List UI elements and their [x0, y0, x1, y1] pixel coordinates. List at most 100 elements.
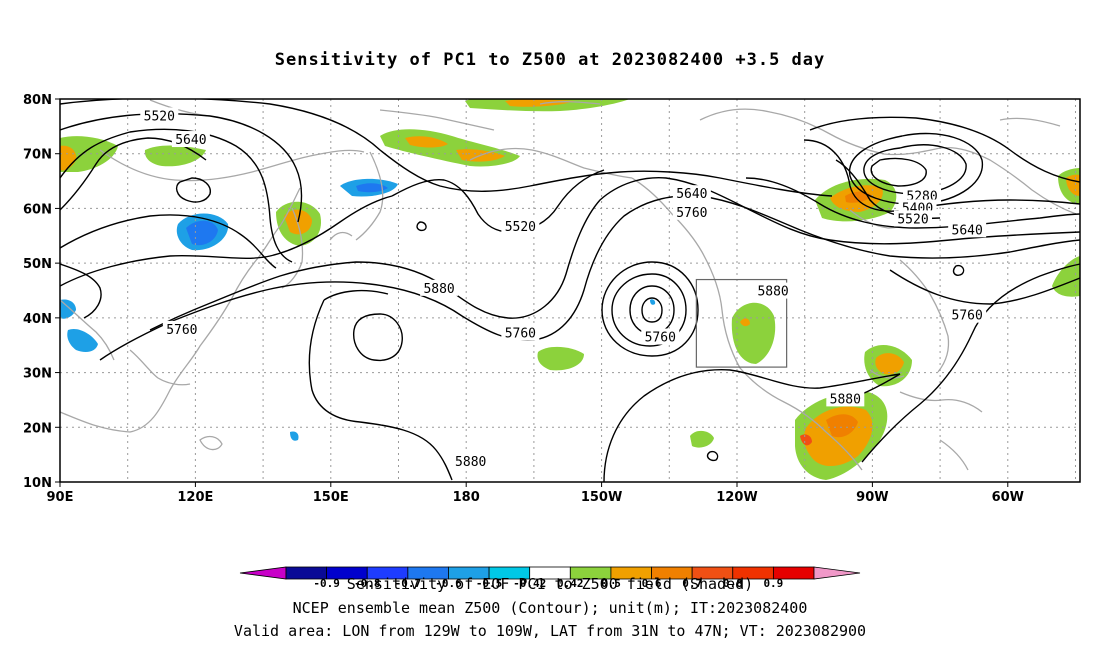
- svg-text:5640: 5640: [175, 133, 206, 148]
- contour-line: [60, 128, 293, 263]
- lon-label: 120W: [716, 490, 757, 505]
- footer-line-1: Sensitivity of EOF PC1 to Z500 field (Sh…: [346, 575, 754, 593]
- shade-patch: [290, 431, 299, 441]
- z500-contours: [60, 99, 1080, 482]
- contour-line: [601, 261, 699, 357]
- shade-patch: [505, 99, 575, 107]
- lon-label: 120E: [177, 490, 213, 505]
- shade-patch: [186, 220, 218, 246]
- svg-text:5880: 5880: [757, 285, 788, 300]
- colorbar-label: 0.42: [557, 577, 584, 590]
- sensitivity-shading: [60, 99, 1080, 480]
- contour-line: [861, 263, 1080, 463]
- svg-text:5880: 5880: [423, 282, 454, 297]
- contour-line: [353, 313, 403, 362]
- contour-label: 5760: [501, 324, 540, 342]
- contour-label: 5760: [672, 203, 711, 221]
- shade-patch: [690, 430, 714, 448]
- lon-label: 90E: [47, 490, 74, 505]
- contour-line: [60, 113, 303, 223]
- colorbar-label: -0.42: [513, 577, 546, 590]
- shade-patch: [60, 136, 118, 172]
- contour-line: [60, 263, 102, 319]
- shade-patch: [731, 302, 776, 364]
- lat-label: 80N: [23, 93, 52, 108]
- contour-line: [706, 450, 719, 462]
- svg-text:5640: 5640: [952, 223, 983, 238]
- contour-line: [323, 289, 389, 301]
- contour-line: [745, 177, 1080, 229]
- colorbar-label: 0.5: [601, 577, 621, 590]
- colorbar-label: 0.7: [682, 577, 702, 590]
- contour-line: [60, 195, 393, 287]
- contour-line: [391, 169, 605, 233]
- lon-label: 150E: [313, 490, 349, 505]
- shade-patch: [67, 328, 98, 352]
- coastlines: [60, 99, 1077, 471]
- contour-label: 5880: [451, 452, 490, 470]
- shade-patch: [144, 145, 206, 167]
- svg-text:5760: 5760: [505, 327, 536, 342]
- footer-line-2: NCEP ensemble mean Z500 (Contour); unit(…: [292, 599, 808, 617]
- colorbar-label: 0.9: [763, 577, 783, 590]
- svg-text:5760: 5760: [166, 323, 197, 338]
- contour-line: [175, 177, 211, 203]
- lat-label: 10N: [23, 476, 52, 491]
- contour-line: [870, 157, 927, 187]
- shade-patch: [405, 136, 448, 148]
- shade-patch: [537, 346, 584, 371]
- contour-line: [952, 264, 965, 276]
- colorbar-label: 0.6: [642, 577, 662, 590]
- contour-label: 5640: [948, 221, 987, 238]
- map-frame: [59, 98, 1081, 483]
- shade-patch: [650, 299, 656, 305]
- shade-patch: [356, 183, 388, 193]
- contour-label: 5520: [894, 210, 933, 227]
- colorbar-label: -0.5: [476, 577, 503, 590]
- contour-label: 5520: [501, 218, 540, 235]
- shade-patch: [826, 414, 858, 438]
- contour-line: [149, 177, 1080, 331]
- colorbar-label: -0.6: [435, 577, 462, 590]
- contour-labels: 5520564055205640576052805400552056405880…: [140, 107, 987, 470]
- contour-line: [308, 299, 453, 481]
- footer-line-3: Valid area: LON from 129W to 109W, LAT f…: [233, 622, 867, 640]
- colorbar-label: -0.9: [313, 577, 340, 590]
- contour-label: 5520: [140, 107, 179, 125]
- contour-label: 5760: [948, 306, 987, 324]
- shade-patch: [60, 299, 76, 319]
- lat-label: 70N: [23, 148, 52, 163]
- colorbar-high-triangle: [813, 566, 861, 580]
- svg-text:5880: 5880: [455, 455, 486, 470]
- contour-label: 5640: [171, 131, 210, 148]
- graticule: [60, 99, 1080, 482]
- contour-label: 5760: [641, 328, 680, 346]
- lat-label: 30N: [23, 367, 52, 382]
- svg-text:5880: 5880: [830, 392, 861, 407]
- shade-patch: [800, 434, 812, 446]
- valid-area-box: [695, 278, 788, 368]
- colorbar-label: -0.7: [395, 577, 422, 590]
- contour-line: [861, 373, 901, 395]
- map-content: 5520564055205640576052805400552056405880…: [60, 99, 1080, 482]
- svg-text:5760: 5760: [952, 309, 983, 324]
- shade-patch: [60, 145, 77, 171]
- colorbar: -0.9 -0.8 -0.7 -0.6 -0.5 -0.42 0.42 0.5 0.6 0.7 0.…: [239, 566, 861, 590]
- contour-label: 5760: [162, 320, 201, 338]
- contour-line: [641, 297, 663, 323]
- lat-label: 60N: [23, 202, 52, 217]
- axis-labels: 90E 120E 150E 180 150W 120W 90W 60W 80N 70N 60N 50N…: [23, 93, 1024, 505]
- contour-line: [416, 221, 427, 232]
- lon-label: 90W: [856, 490, 888, 505]
- colorbar-label: -0.8: [354, 577, 381, 590]
- svg-text:5520: 5520: [505, 220, 536, 235]
- contour-label: 5880: [420, 279, 459, 297]
- svg-text:5760: 5760: [676, 206, 707, 221]
- lon-label: 150W: [581, 490, 622, 505]
- contour-line: [809, 116, 1080, 183]
- svg-text:5520: 5520: [144, 110, 175, 125]
- lat-label: 20N: [23, 421, 52, 436]
- svg-text:5640: 5640: [676, 187, 707, 202]
- lat-label: 40N: [23, 312, 52, 327]
